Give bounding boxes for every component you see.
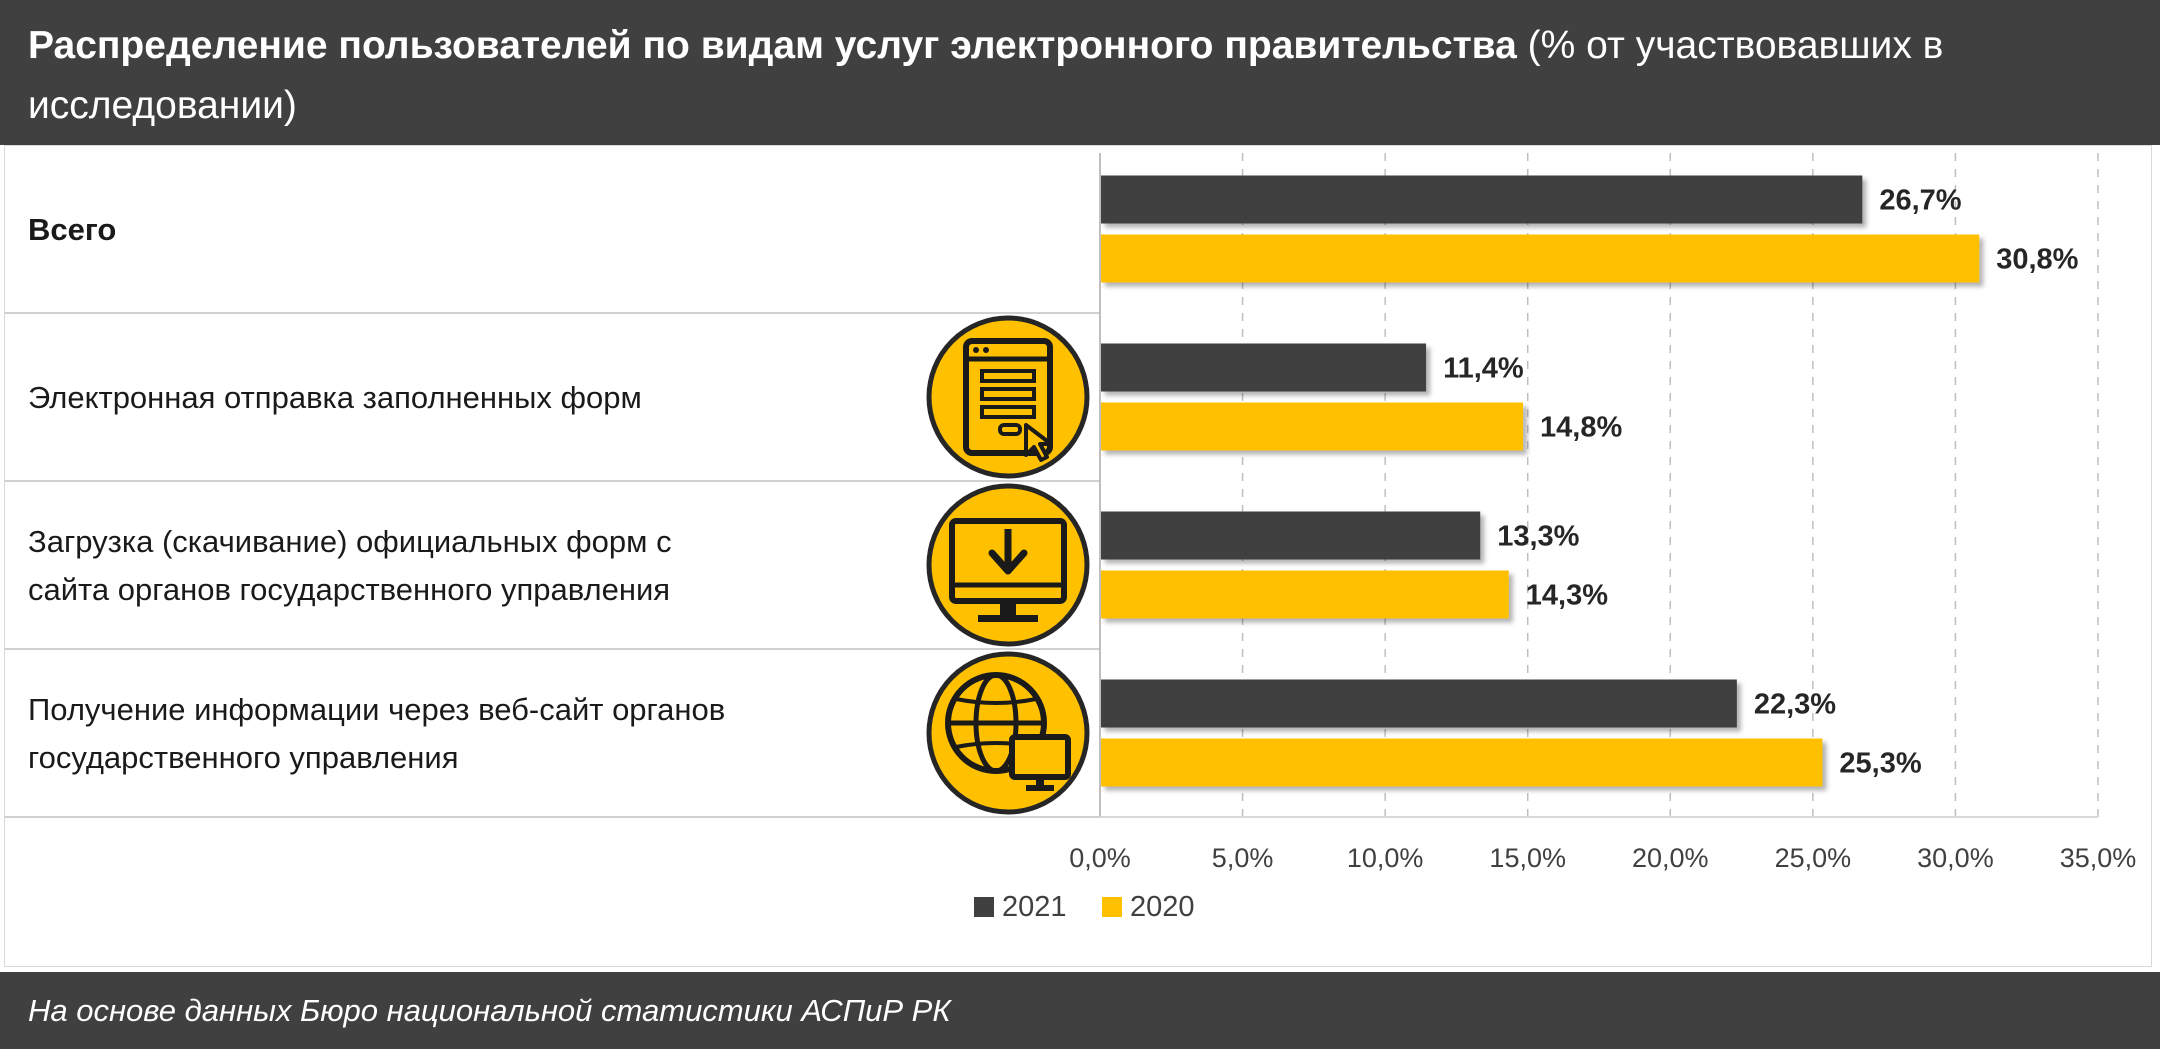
x-tick-label: 15,0%	[1489, 843, 1566, 873]
data-label: 14,8%	[1540, 412, 1622, 444]
source-footer: На основе данных Бюро национальной стати…	[0, 972, 2160, 1049]
category-label: Получение информации через веб-сайт орга…	[28, 692, 725, 775]
bar-2021	[1101, 175, 1863, 224]
web-form-icon	[926, 315, 1090, 479]
monitor-download-icon	[926, 483, 1090, 647]
category-label: Электронная отправка заполненных форм	[28, 380, 642, 415]
legend-swatch-2021	[974, 897, 994, 917]
x-tick-label: 0,0%	[1069, 843, 1131, 873]
x-tick-label: 30,0%	[1917, 843, 1994, 873]
legend-label: 2020	[1130, 891, 1195, 923]
data-label: 11,4%	[1443, 353, 1524, 385]
x-tick-label: 5,0%	[1212, 843, 1274, 873]
x-tick-label: 10,0%	[1347, 843, 1424, 873]
globe-computer-icon	[926, 651, 1090, 815]
x-tick-label: 25,0%	[1775, 843, 1852, 873]
category-label: Загрузка (скачивание) официальных форм с…	[28, 524, 672, 607]
bar-2020	[1101, 570, 1509, 619]
legend-label: 2021	[1002, 891, 1067, 923]
chart-header: Распределение пользователей по видам усл…	[0, 0, 2160, 145]
category-label: Всего	[28, 212, 116, 247]
chart-card: 0,0% 5,0% 10,0% 15,0% 20,0% 25,0% 30,0% 35,0% Вс…	[4, 145, 2152, 967]
bar-2021	[1101, 679, 1737, 728]
x-tick-label: 20,0%	[1632, 843, 1709, 873]
data-label: 13,3%	[1497, 521, 1579, 553]
data-label: 30,8%	[1996, 244, 2078, 276]
bar-2020	[1101, 738, 1823, 787]
card-border	[4, 145, 2152, 967]
x-tick-label: 35,0%	[2060, 843, 2137, 873]
legend-swatch-2020	[1102, 897, 1122, 917]
chart-title: Распределение пользователей по видам усл…	[28, 24, 1517, 67]
data-label: 14,3%	[1526, 580, 1608, 612]
chart-title-unit: (% от участвовавших в исследовании)	[28, 24, 1944, 127]
bar-chart: 0,0% 5,0% 10,0% 15,0% 20,0% 25,0% 30,0% 35,0% Вс…	[4, 145, 2152, 967]
bar-2021	[1101, 511, 1481, 560]
bar-2020	[1101, 234, 1980, 283]
bar-2021	[1101, 343, 1427, 392]
data-label: 26,7%	[1879, 185, 1961, 217]
source-note: На основе данных Бюро национальной стати…	[28, 993, 951, 1028]
data-label: 25,3%	[1839, 748, 1921, 780]
bar-2020	[1101, 402, 1524, 451]
data-label: 22,3%	[1754, 689, 1836, 721]
